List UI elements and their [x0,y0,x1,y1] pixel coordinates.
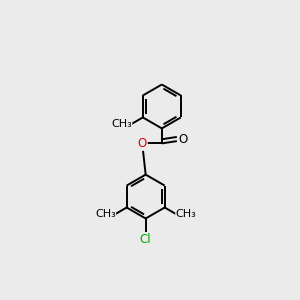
Text: CH₃: CH₃ [95,209,116,219]
Text: Cl: Cl [140,233,152,246]
Text: CH₃: CH₃ [176,209,196,219]
Text: CH₃: CH₃ [111,119,132,129]
Text: O: O [179,133,188,146]
Text: O: O [138,137,147,150]
